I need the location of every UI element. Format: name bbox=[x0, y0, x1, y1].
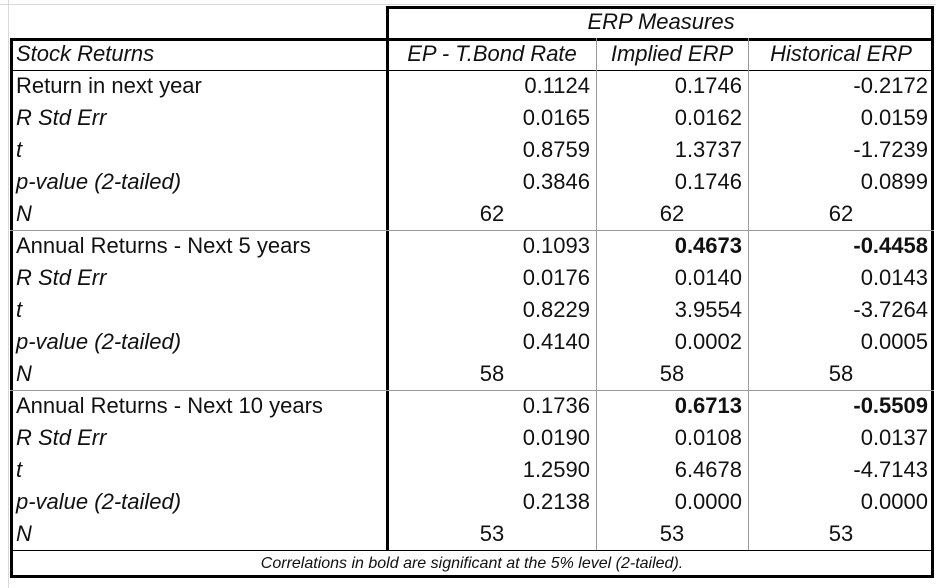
cell-historical-erp: 0.0159 bbox=[860, 105, 928, 130]
cell-ep-tbond-rate: 0.1124 bbox=[524, 73, 590, 98]
row-label: R Std Err bbox=[16, 265, 107, 290]
cell-ep-tbond-rate: 0.8759 bbox=[522, 137, 590, 162]
cell-historical-erp: 0.0137 bbox=[860, 425, 928, 450]
cell-implied-erp: 3.9554 bbox=[674, 297, 742, 322]
row-label: p-value (2-tailed) bbox=[16, 329, 182, 354]
cell-implied-erp: 0.0002 bbox=[674, 329, 742, 354]
cell-ep-tbond-rate: 0.0165 bbox=[522, 105, 590, 130]
cell-historical-erp: 53 bbox=[828, 521, 854, 546]
cell-implied-erp: 6.4678 bbox=[674, 457, 742, 482]
cell-historical-erp: -0.2172 bbox=[853, 73, 928, 98]
erp-correlation-table: ERP Measures Stock Returns EP - T.Bond R… bbox=[10, 6, 934, 578]
cell-historical-erp: -0.5509 bbox=[853, 393, 928, 418]
cell-implied-erp: 0.0108 bbox=[674, 425, 742, 450]
cell-historical-erp: 58 bbox=[828, 361, 854, 386]
row-label: p-value (2-tailed) bbox=[16, 489, 182, 514]
cell-implied-erp: 0.0000 bbox=[674, 489, 742, 514]
cell-historical-erp: 0.0005 bbox=[860, 329, 928, 354]
column-header-historical-erp: Historical ERP bbox=[770, 41, 912, 66]
cell-historical-erp: 0.0899 bbox=[860, 169, 928, 194]
cell-ep-tbond-rate: 0.8229 bbox=[522, 297, 590, 322]
row-label: Annual Returns - Next 10 years bbox=[16, 393, 323, 418]
row-label: N bbox=[16, 361, 32, 386]
footnote: Correlations in bold are significant at … bbox=[260, 555, 684, 572]
cell-historical-erp: 62 bbox=[828, 201, 854, 226]
cell-implied-erp: 0.1746 bbox=[674, 73, 742, 98]
cell-ep-tbond-rate: 62 bbox=[479, 201, 505, 226]
row-label: t bbox=[16, 297, 23, 322]
cell-implied-erp: 53 bbox=[659, 521, 685, 546]
row-label: p-value (2-tailed) bbox=[16, 169, 182, 194]
cell-implied-erp: 0.0162 bbox=[674, 105, 742, 130]
cell-implied-erp: 0.1746 bbox=[674, 169, 742, 194]
cell-historical-erp: -1.7239 bbox=[853, 137, 928, 162]
cell-ep-tbond-rate: 0.0176 bbox=[522, 265, 590, 290]
cell-ep-tbond-rate: 58 bbox=[479, 361, 505, 386]
cell-historical-erp: 0.0143 bbox=[860, 265, 928, 290]
row-label: t bbox=[16, 457, 23, 482]
cell-implied-erp: 0.0140 bbox=[674, 265, 742, 290]
cell-ep-tbond-rate: 0.3846 bbox=[522, 169, 590, 194]
column-header-stock-returns: Stock Returns bbox=[16, 41, 155, 66]
cell-ep-tbond-rate: 53 bbox=[479, 521, 505, 546]
cell-ep-tbond-rate: 1.2590 bbox=[522, 457, 590, 482]
group-header-erp-measures: ERP Measures bbox=[587, 9, 735, 34]
cell-implied-erp: 1.3737 bbox=[674, 137, 742, 162]
column-header-implied-erp: Implied ERP bbox=[610, 41, 734, 66]
cell-ep-tbond-rate: 0.2138 bbox=[522, 489, 590, 514]
row-label: Return in next year bbox=[16, 73, 202, 98]
cell-ep-tbond-rate: 0.0190 bbox=[522, 425, 590, 450]
cell-historical-erp: -3.7264 bbox=[853, 297, 928, 322]
cell-implied-erp: 58 bbox=[659, 361, 685, 386]
row-label: N bbox=[16, 521, 32, 546]
cell-ep-tbond-rate: 0.1736 bbox=[522, 393, 590, 418]
cell-historical-erp: 0.0000 bbox=[860, 489, 928, 514]
cell-ep-tbond-rate: 0.4140 bbox=[522, 329, 590, 354]
row-label: R Std Err bbox=[16, 425, 107, 450]
cell-implied-erp: 62 bbox=[659, 201, 685, 226]
row-label: Annual Returns - Next 5 years bbox=[16, 233, 311, 258]
row-label: R Std Err bbox=[16, 105, 107, 130]
column-header-ep-tbond-rate: EP - T.Bond Rate bbox=[407, 41, 577, 66]
cell-historical-erp: -4.7143 bbox=[853, 457, 928, 482]
row-label: N bbox=[16, 201, 32, 226]
cell-implied-erp: 0.4673 bbox=[674, 233, 742, 258]
cell-implied-erp: 0.6713 bbox=[674, 393, 742, 418]
row-label: t bbox=[16, 137, 23, 162]
cell-historical-erp: -0.4458 bbox=[853, 233, 928, 258]
cell-ep-tbond-rate: 0.1093 bbox=[522, 233, 590, 258]
